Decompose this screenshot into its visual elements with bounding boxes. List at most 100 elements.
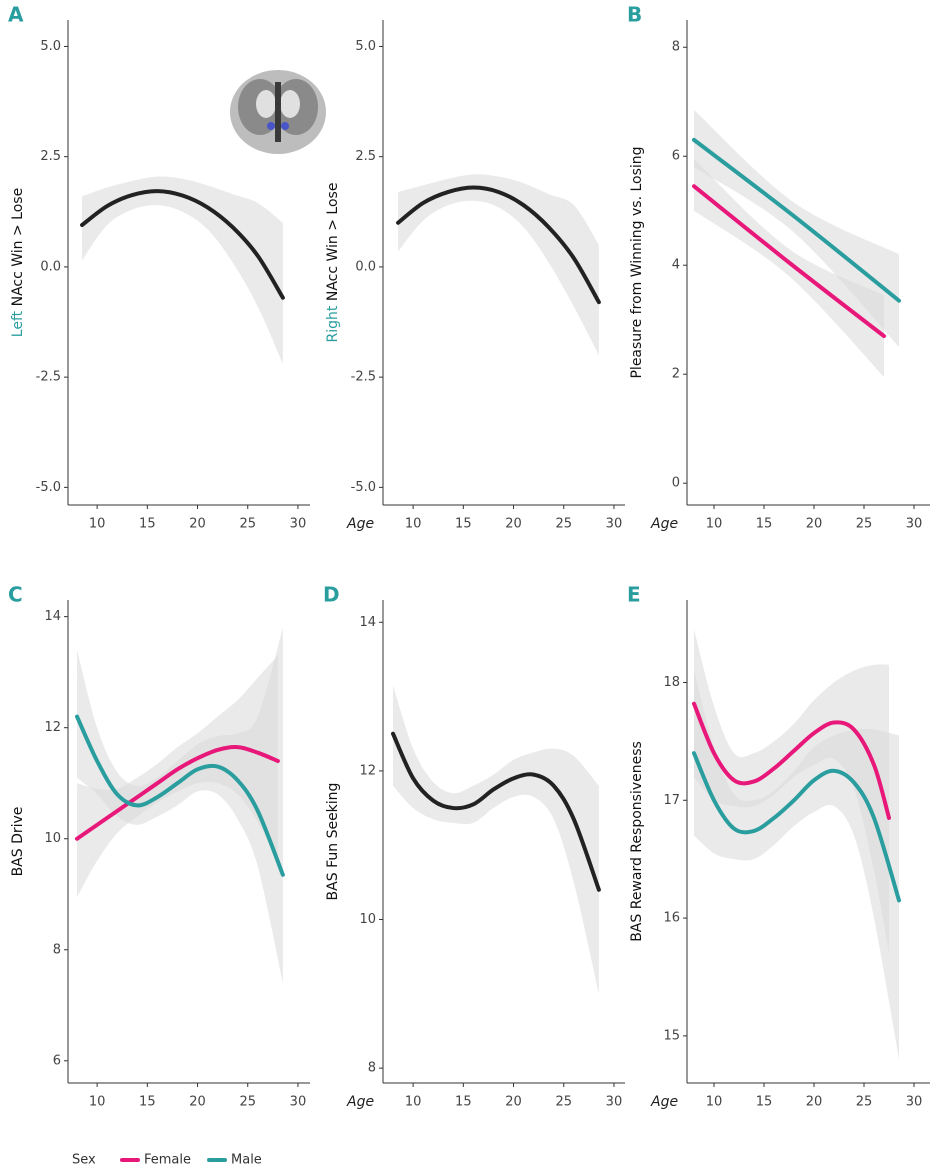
fit-line	[396, 185, 601, 305]
y-axis-label: Left NAcc Win > Lose	[10, 188, 26, 337]
legend-label: Female	[144, 1153, 191, 1168]
x-tick-label: 15	[455, 517, 472, 532]
nacc-roi	[281, 122, 289, 130]
y-axis-label-highlight: Right	[325, 305, 341, 342]
x-tick-label: 30	[906, 517, 923, 532]
fit-line	[391, 731, 601, 892]
y-axis-label: BAS Drive	[10, 807, 26, 877]
fit-line	[75, 714, 285, 877]
confidence-band	[82, 176, 283, 364]
y-tick-label: 8	[53, 942, 61, 957]
y-tick-label: 0.0	[355, 259, 376, 274]
panel-label: D	[323, 583, 340, 607]
y-tick-label: 16	[663, 911, 680, 926]
y-axis-label-text: NAcc Win > Lose	[10, 188, 26, 307]
x-tick-label: 15	[139, 517, 156, 532]
x-axis-label: Age	[346, 1094, 374, 1110]
y-axis-label: Pleasure from Winning vs. Losing	[629, 146, 645, 378]
x-tick-label: 20	[189, 1095, 206, 1110]
x-tick-label: 20	[806, 517, 823, 532]
y-tick-label: 2	[672, 367, 680, 382]
y-tick-label: 14	[359, 615, 376, 630]
nacc-roi	[267, 122, 275, 130]
brain-matter	[256, 90, 276, 118]
x-axis-label: Age	[650, 1094, 678, 1110]
x-tick-label: 30	[290, 1095, 307, 1110]
y-tick-label: 2.5	[40, 149, 61, 164]
confidence-band	[694, 158, 884, 377]
legend-title: Sex	[72, 1153, 96, 1168]
y-axis-label-text: Pleasure from Winning vs. Losing	[629, 146, 645, 378]
y-tick-label: 8	[672, 40, 680, 55]
panel-label: A	[8, 3, 24, 27]
x-tick-label: 10	[89, 1095, 106, 1110]
fit-line	[692, 751, 901, 903]
y-tick-label: 4	[672, 258, 680, 273]
x-tick-label: 20	[505, 517, 522, 532]
fit-line	[75, 745, 280, 841]
x-tick-label: 30	[606, 1095, 623, 1110]
y-tick-label: 12	[359, 763, 376, 778]
x-tick-label: 30	[606, 517, 623, 532]
x-tick-label: 20	[189, 517, 206, 532]
x-tick-label: 15	[756, 517, 773, 532]
confidence-band	[694, 629, 889, 954]
legend-label: Male	[231, 1153, 262, 1168]
x-tick-label: 15	[756, 1095, 773, 1110]
brain-midline	[275, 82, 281, 142]
confidence-band	[694, 109, 899, 347]
panel-label: C	[8, 583, 23, 607]
x-tick-label: 20	[505, 1095, 522, 1110]
y-axis-label-text: BAS Fun Seeking	[325, 783, 341, 901]
y-tick-label: 0.0	[40, 259, 61, 274]
y-axis-label: BAS Fun Seeking	[325, 783, 341, 901]
y-tick-label: 6	[672, 149, 680, 164]
panel-label: B	[627, 3, 642, 27]
y-tick-label: -5.0	[351, 480, 376, 495]
x-axis-label: Age	[650, 516, 678, 532]
fit-line	[692, 137, 901, 303]
confidence-band	[393, 685, 599, 994]
y-axis-label: BAS Reward Responsiveness	[629, 741, 645, 942]
x-tick-label: 25	[856, 517, 873, 532]
y-axis-label-text: BAS Reward Responsiveness	[629, 741, 645, 942]
x-tick-label: 25	[555, 1095, 572, 1110]
y-tick-label: 2.5	[355, 149, 376, 164]
y-tick-label: 0	[672, 476, 680, 491]
x-tick-label: 25	[555, 517, 572, 532]
y-tick-label: 10	[359, 912, 376, 927]
brain-matter	[280, 90, 300, 118]
x-tick-label: 30	[290, 517, 307, 532]
x-tick-label: 30	[906, 1095, 923, 1110]
fit-line	[692, 701, 891, 820]
confidence-band	[398, 174, 599, 356]
x-tick-label: 25	[239, 517, 256, 532]
fit-line	[692, 184, 886, 339]
y-axis-label-text: BAS Drive	[10, 807, 26, 877]
y-axis-label: Right NAcc Win > Lose	[325, 183, 341, 343]
x-tick-label: 10	[706, 517, 723, 532]
x-tick-label: 10	[405, 517, 422, 532]
x-tick-label: 15	[455, 1095, 472, 1110]
y-tick-label: 17	[663, 793, 680, 808]
confidence-band	[694, 670, 899, 1060]
y-tick-label: 18	[663, 675, 680, 690]
y-tick-label: 8	[368, 1061, 376, 1076]
y-tick-label: -2.5	[36, 370, 61, 385]
x-tick-label: 25	[856, 1095, 873, 1110]
y-tick-label: -2.5	[351, 370, 376, 385]
x-tick-label: 15	[139, 1095, 156, 1110]
y-tick-label: 15	[663, 1028, 680, 1043]
y-tick-label: 5.0	[40, 39, 61, 54]
y-tick-label: 12	[44, 720, 61, 735]
y-tick-label: 5.0	[355, 39, 376, 54]
x-tick-label: 10	[405, 1095, 422, 1110]
y-tick-label: 10	[44, 831, 61, 846]
y-tick-label: -5.0	[36, 480, 61, 495]
x-tick-label: 10	[89, 517, 106, 532]
brain-inset	[230, 70, 326, 154]
x-axis-label: Age	[346, 516, 374, 532]
y-tick-label: 6	[53, 1053, 61, 1068]
y-axis-label-text: NAcc Win > Lose	[325, 183, 341, 302]
